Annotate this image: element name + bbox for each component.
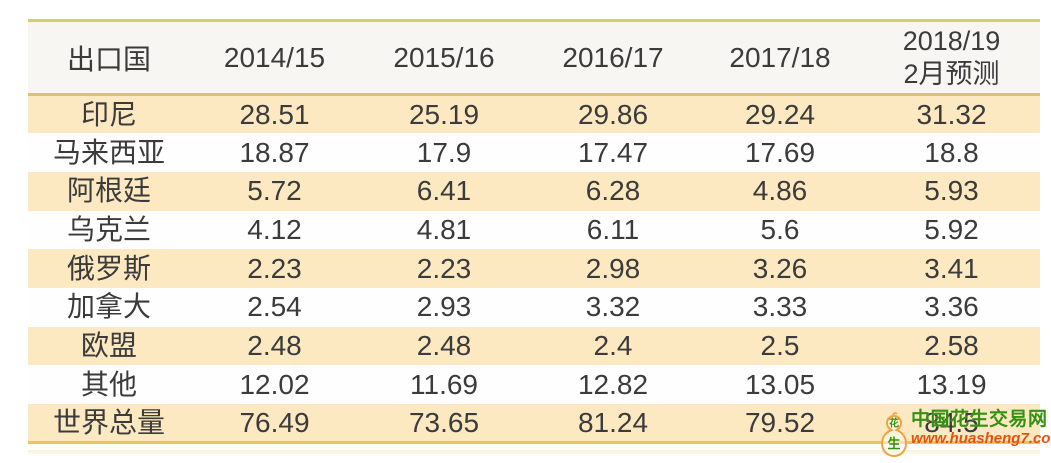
row-label: 加拿大 [66,291,151,323]
row-label: 俄罗斯 [66,252,151,284]
header-line-forecast: 2月预测 [903,58,1000,89]
row-label: 阿根廷 [66,175,151,207]
column-header-2015-16: 2015/16 [359,19,529,96]
row-label: 印尼 [80,98,137,130]
value-cell: 6.11 [586,213,640,245]
column-header-2017-18: 2017/18 [697,19,863,96]
value-cell: 13.05 [744,368,816,400]
watermark-site-name: 中国花生交易网 [911,409,1048,430]
column-header-exporter: 出口国 [28,19,190,96]
huasheng-gourd-logo-icon: 花 生 [880,412,908,458]
value-cell: 18.8 [924,136,979,168]
export-table-wrap: 出口国 2014/15 2015/16 2016/17 2017/18 2018… [28,19,1040,445]
value-cell: 31.32 [916,98,987,130]
watermark-text-block: 中国花生交易网 www.huasheng7.com [911,410,1051,447]
value-cell: 6.28 [585,175,641,207]
value-cell: 12.02 [239,368,310,400]
table-row-malaysia: 马来西亚 18.87 17.9 17.47 17.69 18.8 [28,133,1040,172]
value-cell: 81.24 [529,404,697,445]
value-cell: 3.33 [752,291,808,323]
bottom-fade-strip [28,450,1040,456]
value-cell: 5.6 [760,213,800,245]
table-row-others: 其他 12.02 11.69 12.82 13.05 13.19 [28,365,1040,404]
value-cell: 76.49 [190,404,359,445]
value-cell: 17.9 [416,136,472,168]
site-watermark: 花 生 中国花生交易网 www.huasheng7.com [878,408,1051,460]
value-cell: 6.41 [416,175,472,207]
value-cell: 2.58 [924,329,979,361]
table-row-world-total: 世界总量 76.49 73.65 81.24 79.52 84.5 [28,404,1040,445]
value-cell: 2.5 [760,329,800,361]
value-cell: 3.26 [752,252,808,284]
value-cell: 4.81 [416,213,472,245]
value-cell: 5.72 [247,175,302,207]
column-header-2016-17: 2016/17 [529,19,697,96]
value-cell: 12.82 [577,368,649,400]
value-cell: 2.54 [247,291,302,323]
table-row-argentina: 阿根廷 5.72 6.41 6.28 4.86 5.93 [28,171,1040,211]
watermark-url: www.huasheng7.com [911,430,1051,447]
column-header-2014-15: 2014/15 [190,19,359,96]
value-cell: 2.98 [585,252,641,284]
value-cell: 13.19 [916,368,987,400]
value-cell: 5.92 [924,213,979,245]
value-cell: 73.65 [359,404,529,445]
value-cell: 3.32 [585,291,641,323]
table-row-eu: 欧盟 2.48 2.48 2.4 2.5 2.58 [28,326,1040,366]
value-cell: 4.86 [752,175,808,207]
row-label: 其他 [80,368,137,400]
value-cell: 28.51 [239,98,310,130]
table-row-russia: 俄罗斯 2.23 2.23 2.98 3.26 3.41 [28,249,1040,288]
value-cell: 3.41 [924,252,979,284]
table-row-ukraine: 乌克兰 4.12 4.81 6.11 5.6 5.92 [28,210,1040,250]
value-cell: 2.48 [247,329,302,361]
value-cell: 29.86 [577,98,649,130]
value-cell: 3.36 [924,291,979,323]
table-row-indonesia: 印尼 28.51 25.19 29.86 29.24 31.32 [28,94,1040,134]
table-row-canada: 加拿大 2.54 2.93 3.32 3.33 3.36 [28,287,1040,327]
row-label: 马来西亚 [52,136,165,168]
value-cell: 2.93 [416,291,472,323]
value-cell: 18.87 [239,136,310,168]
row-label: 欧盟 [80,329,137,361]
value-cell: 2.23 [416,252,472,284]
value-cell: 29.24 [744,98,816,130]
value-cell: 25.19 [408,98,480,130]
value-cell: 5.93 [924,175,979,207]
value-cell: 17.69 [744,136,816,168]
value-cell: 4.12 [247,213,302,245]
value-cell: 2.48 [416,329,472,361]
logo-char-bottom: 生 [887,436,900,451]
column-header-2018-19-forecast: 2018/19 2月预测 [863,19,1040,96]
header-line-season: 2018/19 [902,25,1001,56]
row-label: 乌克兰 [66,213,151,245]
value-cell: 11.69 [410,368,478,400]
value-cell: 17.47 [577,136,649,168]
value-cell: 2.4 [593,329,633,361]
value-cell: 79.52 [697,404,863,445]
peanut-export-table: 出口国 2014/15 2015/16 2016/17 2017/18 2018… [28,19,1040,445]
row-label: 世界总量 [28,404,190,445]
value-cell: 2.23 [247,252,302,284]
logo-char-top: 花 [889,417,899,430]
header-row: 出口国 2014/15 2015/16 2016/17 2017/18 2018… [28,19,1040,96]
